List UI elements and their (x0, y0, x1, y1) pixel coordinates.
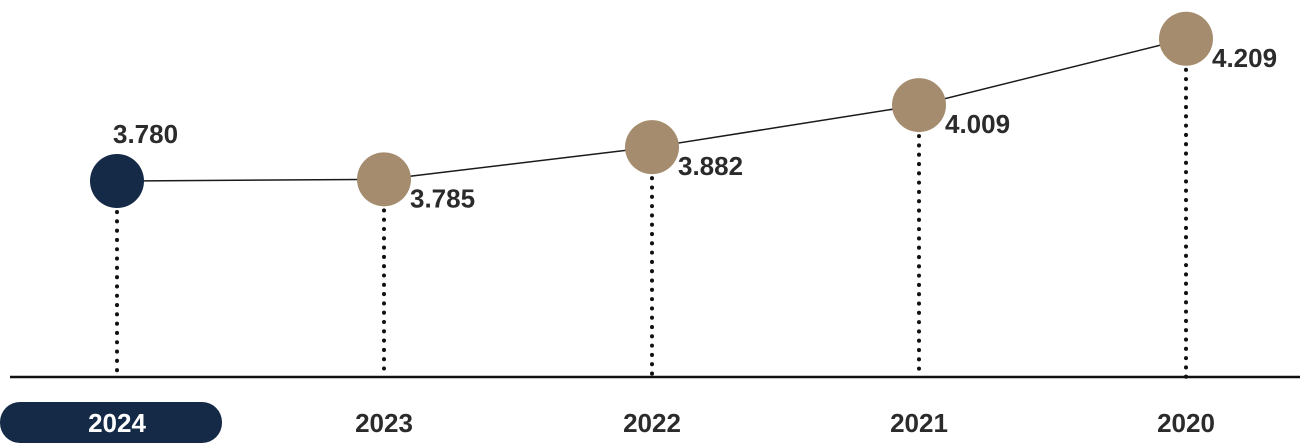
x-axis-labels: 2024 2023 2022 2021 2020 (0, 402, 1215, 443)
dotted-guides (115, 67, 1188, 379)
x-label-2021: 2021 (890, 408, 948, 438)
value-label-2024: 3.780 (113, 119, 178, 149)
value-label-2021: 4.009 (945, 109, 1010, 139)
value-labels: 3.780 3.785 3.882 4.009 4.209 (113, 43, 1277, 214)
data-point-2021 (892, 78, 946, 133)
data-point-2023 (357, 152, 411, 207)
data-point-2022 (625, 120, 679, 175)
x-label-2023: 2023 (355, 408, 413, 438)
value-label-2020: 4.209 (1212, 43, 1277, 73)
x-label-2020: 2020 (1157, 408, 1215, 438)
data-points (90, 11, 1213, 208)
x-label-2022: 2022 (623, 408, 681, 438)
data-point-2024 (90, 154, 144, 208)
value-label-2022: 3.882 (678, 151, 743, 181)
x-label-pill-2024 (0, 402, 222, 443)
value-label-2023: 3.785 (410, 183, 475, 213)
data-point-2020 (1159, 11, 1213, 66)
x-label-2024: 2024 (88, 408, 146, 438)
